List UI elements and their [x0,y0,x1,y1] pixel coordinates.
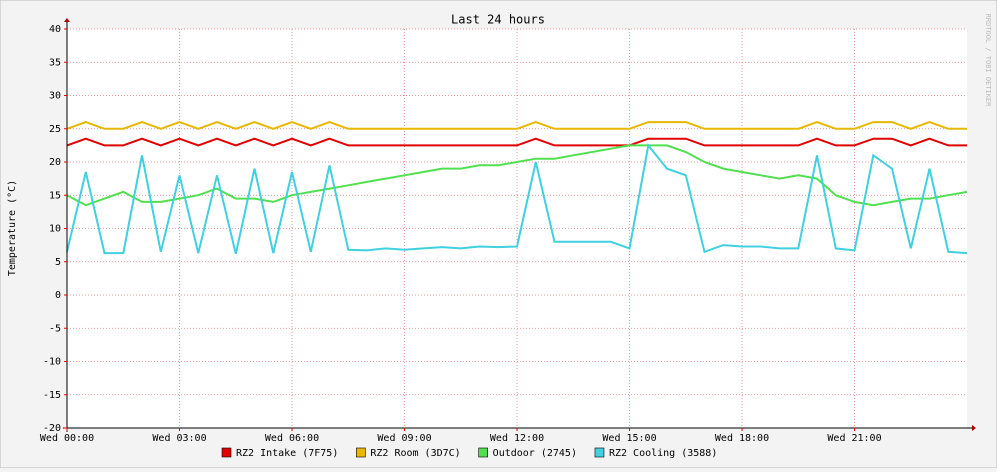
axes: -20 -15 -10 -5 0 5 10 15 20 25 30 35 40 Wed 00:00 Wed … [40,18,976,444]
series-line [66,137,967,147]
y-tick-label: 25 [49,124,61,135]
y-tick-label: -20 [43,423,61,434]
watermark: RRDTOOL / TOBI OETIKER [984,14,992,108]
grid [66,28,967,429]
legend-label: RZ2 Cooling (3588) [609,448,717,459]
x-tick-label: Wed 15:00 [602,433,656,444]
lines [66,121,968,255]
chart-title: Last 24 hours [451,13,545,27]
y-tick-label: 30 [49,91,61,102]
y-tick-label: 20 [49,157,61,168]
y-tick-label: 10 [49,224,61,235]
y-tick-label: 15 [49,190,61,201]
legend-swatch [594,447,605,458]
x-tick-label: Wed 00:00 [40,433,94,444]
y-tick-label: 35 [49,57,61,68]
legend-label: RZ2 Intake (7F75) [236,448,338,459]
series-line [66,143,968,255]
legend-label: Outdoor (2745) [493,448,577,459]
x-tick-label: Wed 21:00 [827,433,881,444]
legend: RZ2 Intake (7F75) RZ2 Room (3D7C) Outdoor … [221,447,717,459]
x-tick-label: Wed 06:00 [265,433,319,444]
x-tick-label: Wed 03:00 [152,433,206,444]
y-tick-label: -10 [43,357,61,368]
x-tick-label: Wed 12:00 [490,433,544,444]
legend-swatch [221,447,232,458]
legend-swatch [478,447,488,458]
y-tick-label: -5 [49,323,61,334]
y-tick-label: 5 [55,257,61,268]
y-tick-label: 0 [55,290,61,301]
x-tick-label: Wed 09:00 [377,433,431,444]
y-arrow [64,18,70,22]
legend-label: RZ2 Room (3D7C) [370,448,460,459]
y-tick-label: -15 [43,390,61,401]
x-tick-label: Wed 18:00 [715,433,769,444]
legend-swatch [356,447,366,458]
x-arrow [972,425,976,431]
series-line [66,144,968,207]
y-axis-label: Temperature (°C) [7,180,18,276]
y-tick-label: 40 [49,24,61,35]
series-line [66,121,967,130]
